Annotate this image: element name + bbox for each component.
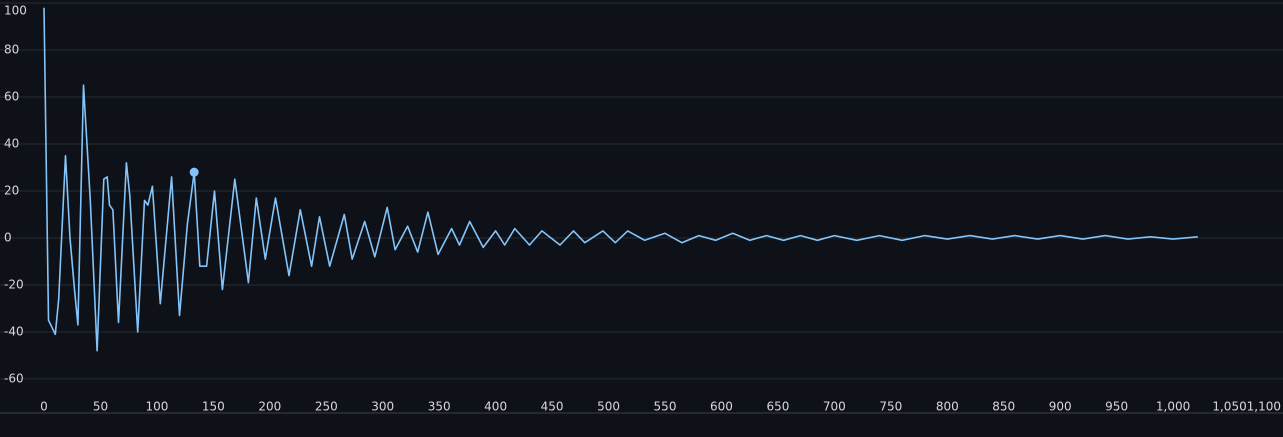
x-tick-label: 150 bbox=[202, 400, 225, 414]
x-tick-label: 350 bbox=[428, 400, 451, 414]
x-tick-label: 650 bbox=[766, 400, 789, 414]
y-tick-label: 20 bbox=[4, 183, 19, 197]
y-tick-label: 40 bbox=[4, 136, 19, 150]
y-tick-label: -40 bbox=[4, 324, 24, 338]
x-tick-label: 1,050 bbox=[1212, 400, 1246, 414]
y-tick-label: -60 bbox=[4, 371, 24, 385]
x-tick-label: 950 bbox=[1105, 400, 1128, 414]
y-tick-label: 100 bbox=[4, 4, 27, 18]
y-tick-label: -20 bbox=[4, 277, 24, 291]
x-tick-label: 850 bbox=[992, 400, 1015, 414]
x-tick-label: 0 bbox=[40, 400, 48, 414]
x-tick-label: 300 bbox=[371, 400, 394, 414]
data-line bbox=[43, 7, 1198, 352]
x-tick-label: 500 bbox=[597, 400, 620, 414]
x-tick-label: 1,100 bbox=[1247, 400, 1281, 414]
x-tick-label: 750 bbox=[879, 400, 902, 414]
x-tick-label: 100 bbox=[145, 400, 168, 414]
x-tick-label: 250 bbox=[315, 400, 338, 414]
y-tick-label: 0 bbox=[4, 230, 12, 244]
x-tick-label: 900 bbox=[1049, 400, 1072, 414]
x-tick-label: 400 bbox=[484, 400, 507, 414]
hover-marker bbox=[189, 167, 199, 177]
x-tick-label: 1,000 bbox=[1156, 400, 1190, 414]
y-tick-label: 80 bbox=[4, 42, 19, 56]
x-tick-label: 50 bbox=[93, 400, 108, 414]
x-tick-label: 800 bbox=[936, 400, 959, 414]
x-tick-label: 550 bbox=[654, 400, 677, 414]
y-tick-label: 60 bbox=[4, 89, 19, 103]
x-tick-label: 200 bbox=[258, 400, 281, 414]
x-tick-label: 450 bbox=[541, 400, 564, 414]
x-tick-label: 600 bbox=[710, 400, 733, 414]
x-tick-label: 700 bbox=[823, 400, 846, 414]
